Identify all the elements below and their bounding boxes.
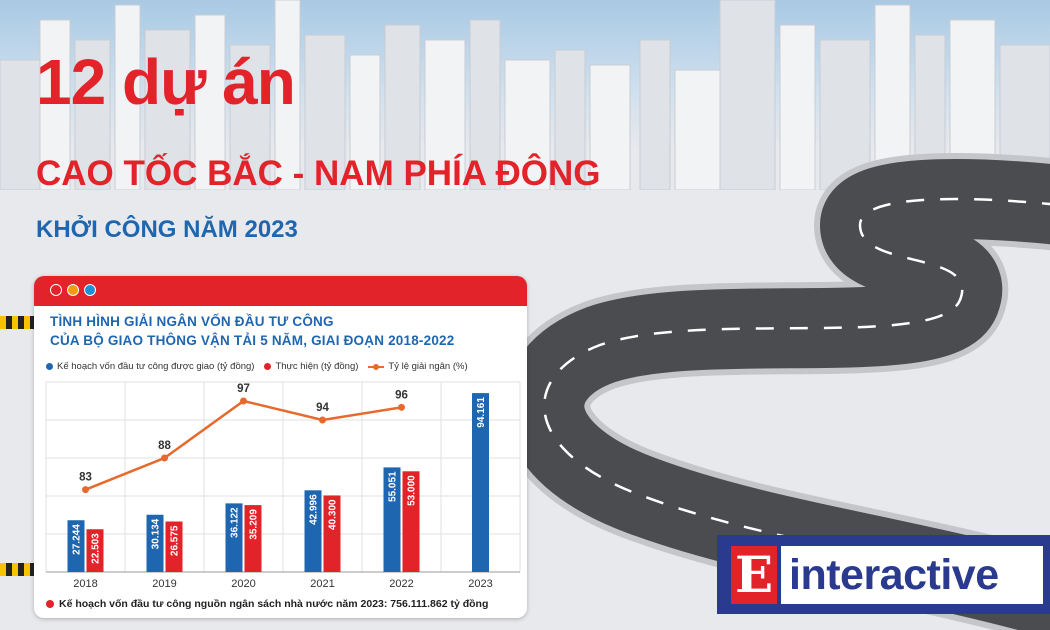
bar-plan <box>472 393 489 572</box>
bar-actual <box>165 521 183 572</box>
bar-actual-label: 26.575 <box>170 525 181 556</box>
page-tagline: KHỞI CÔNG NĂM 2023 <box>36 216 298 243</box>
bar-plan <box>225 503 243 572</box>
building-shape <box>144 29 191 190</box>
card-title-bar <box>34 276 527 306</box>
rate-point <box>82 486 89 494</box>
window-dot-blue <box>84 284 96 296</box>
building-shape <box>304 34 346 190</box>
chart-title-line1: TÌNH HÌNH GIẢI NGÂN VỐN ĐẦU TƯ CÔNG <box>50 314 334 329</box>
legend-item-rate: Tỷ lệ giải ngân (%) <box>368 361 468 372</box>
bar-actual-label: 22.503 <box>91 533 102 564</box>
rate-point <box>240 397 247 405</box>
x-tick-label: 2018 <box>73 578 97 590</box>
chart-card: TÌNH HÌNH GIẢI NGÂN VỐN ĐẦU TƯ CÔNG CỦA … <box>34 276 527 618</box>
building-shape <box>229 44 271 190</box>
building-shape <box>424 39 466 190</box>
bar-plan-label: 55.051 <box>388 471 399 502</box>
rate-point <box>161 454 168 462</box>
road-barrier-stripe <box>0 316 34 329</box>
x-tick-label: 2022 <box>389 578 413 590</box>
legend-dot-icon <box>46 363 53 370</box>
bar-plan-label: 30.134 <box>151 518 162 549</box>
bar-plan-label: 27.244 <box>72 524 83 555</box>
building-shape <box>554 49 586 190</box>
bar-actual-label: 35.209 <box>249 509 260 540</box>
page-title: 12 dự án <box>36 46 296 118</box>
logo-text: interactive <box>781 546 1043 604</box>
chart-footnote: Kế hoạch vốn đầu tư công nguồn ngân sách… <box>46 598 488 610</box>
building-shape <box>589 64 631 190</box>
legend-label: Tỷ lệ giải ngân (%) <box>388 361 468 372</box>
bar-actual <box>402 471 420 572</box>
rate-label: 97 <box>237 383 250 395</box>
road-lane-marking <box>543 197 1050 599</box>
bar-plan <box>67 520 85 572</box>
rate-line <box>85 399 402 491</box>
bar-plan <box>146 514 164 572</box>
bar-actual <box>244 505 262 572</box>
building-shape <box>274 0 301 190</box>
building-shape <box>504 59 551 190</box>
bar-actual <box>86 529 104 572</box>
x-tick-label: 2021 <box>310 578 334 590</box>
rate-label: 96 <box>395 389 408 401</box>
rate-label: 83 <box>79 472 92 484</box>
legend-line-icon <box>368 363 385 370</box>
building-shape <box>674 69 721 190</box>
bar-plan-label: 94.161 <box>476 397 487 428</box>
x-tick-label: 2020 <box>231 578 255 590</box>
chart-legend: Kế hoạch vốn đầu tư công được giao (tỷ đ… <box>46 361 478 372</box>
building-shape <box>114 4 141 190</box>
window-dot-orange <box>67 284 79 296</box>
building-shape <box>639 39 671 190</box>
building-shape <box>194 14 226 190</box>
chart-plot: 27.244 22.503 2018 30.134 26.575 2019 36.122 35… <box>45 381 521 590</box>
chart-title-line2: CỦA BỘ GIAO THÔNG VẬN TẢI 5 NĂM, GIAI ĐO… <box>50 333 455 348</box>
bar-actual-label: 40.300 <box>328 499 339 530</box>
bar-plan-label: 36.122 <box>230 507 241 538</box>
bar-plan-label: 42.996 <box>309 494 320 525</box>
rate-label: 88 <box>158 440 171 452</box>
bar-plan <box>304 490 322 572</box>
building-shape <box>0 59 41 190</box>
legend-item-plan: Kế hoạch vốn đầu tư công được giao (tỷ đ… <box>46 361 254 372</box>
legend-label: Kế hoạch vốn đầu tư công được giao (tỷ đ… <box>57 361 255 372</box>
bar-actual <box>323 495 341 572</box>
footnote-text: Kế hoạch vốn đầu tư công nguồn ngân sách… <box>59 598 489 610</box>
building-shape <box>779 24 816 190</box>
legend-item-actual: Thực hiện (tỷ đồng) <box>264 361 358 372</box>
legend-label: Thực hiện (tỷ đồng) <box>275 361 359 372</box>
einteractive-logo: E interactive <box>717 535 1050 614</box>
x-tick-label: 2023 <box>468 578 492 590</box>
page-subtitle: CAO TỐC BẮC - NAM PHÍA ĐÔNG <box>36 154 601 193</box>
building-shape <box>384 24 421 190</box>
building-shape <box>74 39 111 190</box>
building-shape <box>719 0 776 190</box>
bar-plan <box>383 467 401 572</box>
legend-dot-icon <box>264 363 272 370</box>
rate-point <box>398 403 405 411</box>
building-shape <box>469 19 501 190</box>
road-barrier-stripe <box>0 563 34 576</box>
building-shape <box>39 19 71 190</box>
x-tick-label: 2019 <box>152 578 176 590</box>
bar-actual-label: 53.000 <box>407 475 418 506</box>
rate-label: 94 <box>316 402 329 414</box>
rate-point <box>319 416 326 424</box>
window-dot-red <box>50 284 62 296</box>
logo-letter: E <box>731 546 777 604</box>
footnote-dot-icon <box>46 600 54 608</box>
building-shape <box>349 54 381 190</box>
